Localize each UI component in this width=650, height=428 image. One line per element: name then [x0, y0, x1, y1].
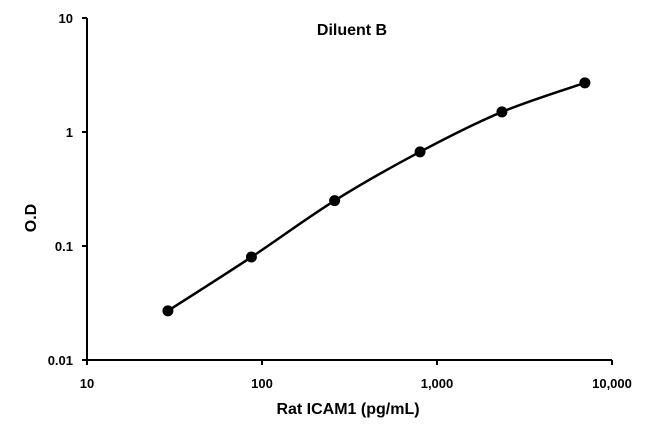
- y-tick-label: 1: [66, 125, 73, 140]
- x-tick-labels: 10 100 1,000 10,000: [80, 376, 632, 391]
- data-point: [579, 77, 591, 89]
- y-tick-labels: 0.01 0.1 1 10: [48, 11, 73, 368]
- tick-marks: [82, 17, 613, 365]
- data-point: [162, 305, 174, 317]
- data-point: [329, 195, 341, 207]
- plot-area: [162, 77, 591, 317]
- y-tick-label: 0.1: [55, 239, 73, 254]
- y-tick-label: 0.01: [48, 353, 73, 368]
- data-point: [414, 146, 426, 158]
- y-tick-label: 10: [59, 11, 73, 26]
- x-axis-title: Rat ICAM1 (pg/mL): [276, 401, 419, 418]
- x-tick-label: 100: [251, 376, 273, 391]
- x-tick-label: 10: [80, 376, 94, 391]
- series-line: [167, 81, 586, 312]
- x-tick-label: 10,000: [592, 376, 632, 391]
- data-point: [496, 106, 508, 118]
- y-axis-title: O.D: [23, 204, 40, 232]
- data-point: [245, 251, 257, 263]
- axes: [86, 18, 612, 361]
- chart-title: Diluent B: [317, 22, 387, 39]
- x-tick-label: 1,000: [421, 376, 454, 391]
